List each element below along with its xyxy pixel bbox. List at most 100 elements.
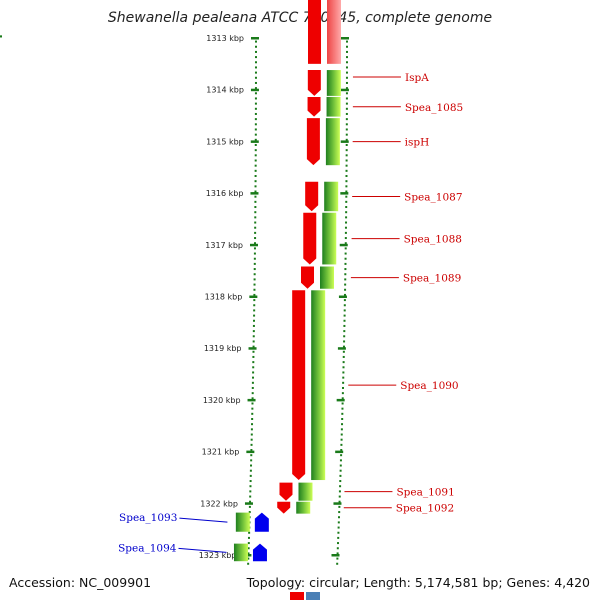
ruler-dot-right [345,211,348,214]
gene-label: Spea_1089 [403,273,461,285]
ruler-dot-left [249,500,252,503]
ruler-dot-right [345,180,348,183]
gene-arrows [233,70,341,562]
ruler-dot-right [344,283,347,286]
ruler-dot-right [344,268,347,271]
ruler-dot-left [252,376,255,379]
ruler-dot-left [254,149,257,152]
ruler-dot-right [341,423,344,426]
ruler-tick-label: 1316 kbp [206,189,244,198]
ruler-dot-left [253,314,256,317]
ruler-dot-left [249,490,252,493]
ruler-dot-right [339,485,342,488]
ruler-dot-left [254,231,257,234]
ruler-dot-left [251,381,254,384]
ruler-dot-right [340,438,343,441]
ruler-dot-left [254,128,257,131]
gene-arrow-forward [307,96,321,117]
ruler-dot-right [340,443,343,446]
ruler-dot-left [251,402,254,405]
ruler-dot-left [251,397,254,400]
ruler-dot-left [250,464,253,467]
ruler-dot-left [252,361,255,364]
ruler-major-tick [244,502,253,505]
ruler-dot-right [344,226,347,229]
gene-feature-band [296,501,311,514]
ruler-dot-left [252,350,255,353]
ruler-dot-left [248,505,251,508]
ruler-dot-right [345,87,348,90]
ruler-major-tick [250,88,259,92]
ruler-dot-left [247,557,250,560]
ruler-dot-right [343,304,346,307]
ruler-dot-right [339,459,342,462]
ruler-dot-right [345,81,348,84]
ruler-dot-left [252,324,255,327]
ruler-dot-left [254,56,257,59]
ruler-dot-right [344,252,347,255]
ruler-dot-left [254,200,257,203]
ruler-dot-right [345,71,348,74]
ruler-dot-right [345,97,348,100]
ruler-tick-label: 1317 kbp [205,241,243,250]
ruler-dot-right [337,542,340,545]
kbp-ruler: 1313 kbp 1314 kbp 1315 kbp 1316 kbp 1317 kbp… [0,34,349,565]
gene-label: Spea_1088 [404,234,462,246]
lower-track [290,0,341,600]
ruler-dot-right [345,143,348,146]
gene-label: Spea_1090 [400,380,458,392]
ruler-tick-label: 1318 kbp [205,293,243,302]
ruler-dot-right [341,412,344,415]
ruler-dot-left [251,386,254,389]
ruler-dot-left [254,242,257,245]
gene-feature-band [233,543,248,562]
ruler-dot-left [254,76,257,79]
ruler-dot-right [337,536,340,539]
ruler-tick-label: 1319 kbp [204,344,242,353]
ruler-dot-right [344,242,347,245]
ruler-dot-left [248,531,251,534]
ruler-major-tick [340,88,349,92]
ruler-dot-left [252,371,255,374]
ruler-dot-left [254,190,257,193]
ruler-dot-left [253,252,256,255]
gene-feature-band [235,512,250,532]
ruler-dot-right [341,397,344,400]
ruler-dot-right [0,35,2,38]
ruler-dot-right [342,355,345,358]
ruler-dot-left [252,340,255,343]
gene-feature-band [326,96,341,117]
ruler-dot-right [345,175,348,178]
ruler-dot-right [345,154,348,157]
ruler-dot-left [249,474,252,477]
ruler-dot-right [343,293,346,296]
ruler-dot-left [254,195,257,198]
gene-label: Spea_1087 [404,191,462,203]
ruler-dot-left [250,428,253,431]
ruler-dot-left [247,542,250,545]
gene-feature-band [320,266,335,289]
ruler-dot-right [345,102,348,105]
ruler-dot-right [345,221,348,224]
ruler-dot-right [345,206,348,209]
ruler-major-tick [338,295,347,298]
ruler-major-tick [340,192,349,195]
ruler-major-tick [250,192,259,195]
ruler-dot-right [337,526,340,529]
ruler-dot-left [247,562,250,565]
ruler-dot-left [251,412,254,415]
ruler-tick-label: 1315 kbp [206,137,244,146]
ruler-dot-left [254,97,257,100]
ruler-dot-left [254,237,257,240]
ruler-dot-right [336,562,339,565]
ruler-major-tick [249,243,258,247]
ruler-dot-left [254,81,257,84]
ruler-dot-left [251,417,254,420]
ruler-dot-right [338,495,341,498]
ruler-dot-right [340,449,343,452]
ruler-dot-left [253,319,256,322]
ruler-dot-left [253,257,256,260]
ruler-dot-left [252,366,255,369]
gene-feature-band-partial [306,592,320,600]
